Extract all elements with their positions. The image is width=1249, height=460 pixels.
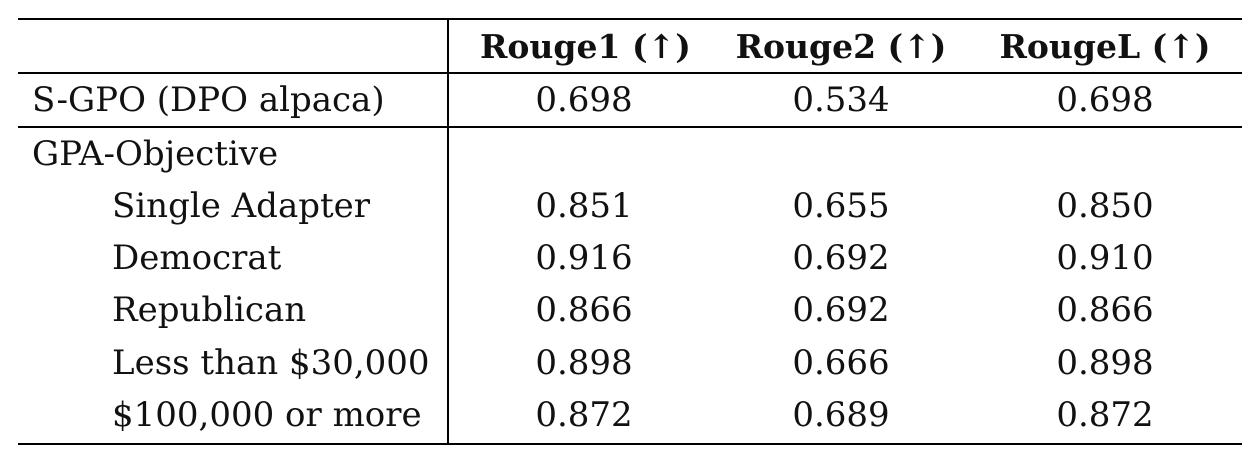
cell-rouge2: 0.534 (792, 80, 890, 120)
cell-rougel: 0.898 (1056, 343, 1154, 383)
cell-rouge2: 0.692 (792, 290, 890, 330)
cell-rouge1: 0.898 (535, 343, 633, 383)
cell-rouge1: 0.916 (535, 238, 633, 278)
cell-rougel: 0.872 (1056, 395, 1154, 435)
cell-rouge1: 0.866 (535, 290, 633, 330)
cell-rouge1: 0.851 (535, 186, 633, 226)
cell-rougel: 0.910 (1056, 238, 1154, 278)
row-label: Republican (112, 290, 307, 330)
row-label: Less than $30,000 (112, 343, 430, 383)
cell-rougel: 0.698 (1056, 80, 1154, 120)
header-rule (18, 72, 1242, 74)
row-label: $100,000 or more (112, 395, 422, 435)
header-rouge1: Rouge1 (↑) (480, 27, 691, 66)
cell-rouge2: 0.689 (792, 395, 890, 435)
header-rougel: RougeL (↑) (999, 27, 1211, 66)
row-label: Single Adapter (112, 186, 371, 226)
cell-rouge1: 0.872 (535, 395, 633, 435)
header-rouge2: Rouge2 (↑) (735, 27, 947, 66)
cell-rouge2: 0.692 (792, 238, 890, 278)
top-rule (18, 18, 1242, 20)
bottom-rule (18, 443, 1242, 445)
cell-rouge2: 0.655 (792, 186, 890, 226)
row-label: S-GPO (DPO alpaca) (32, 80, 385, 120)
group-label: GPA-Objective (32, 134, 279, 174)
column-divider (447, 19, 449, 444)
baseline-rule (18, 126, 1242, 128)
cell-rouge1: 0.698 (535, 80, 633, 120)
row-label: Democrat (112, 238, 282, 278)
cell-rouge2: 0.666 (792, 343, 890, 383)
cell-rougel: 0.866 (1056, 290, 1154, 330)
cell-rougel: 0.850 (1056, 186, 1154, 226)
